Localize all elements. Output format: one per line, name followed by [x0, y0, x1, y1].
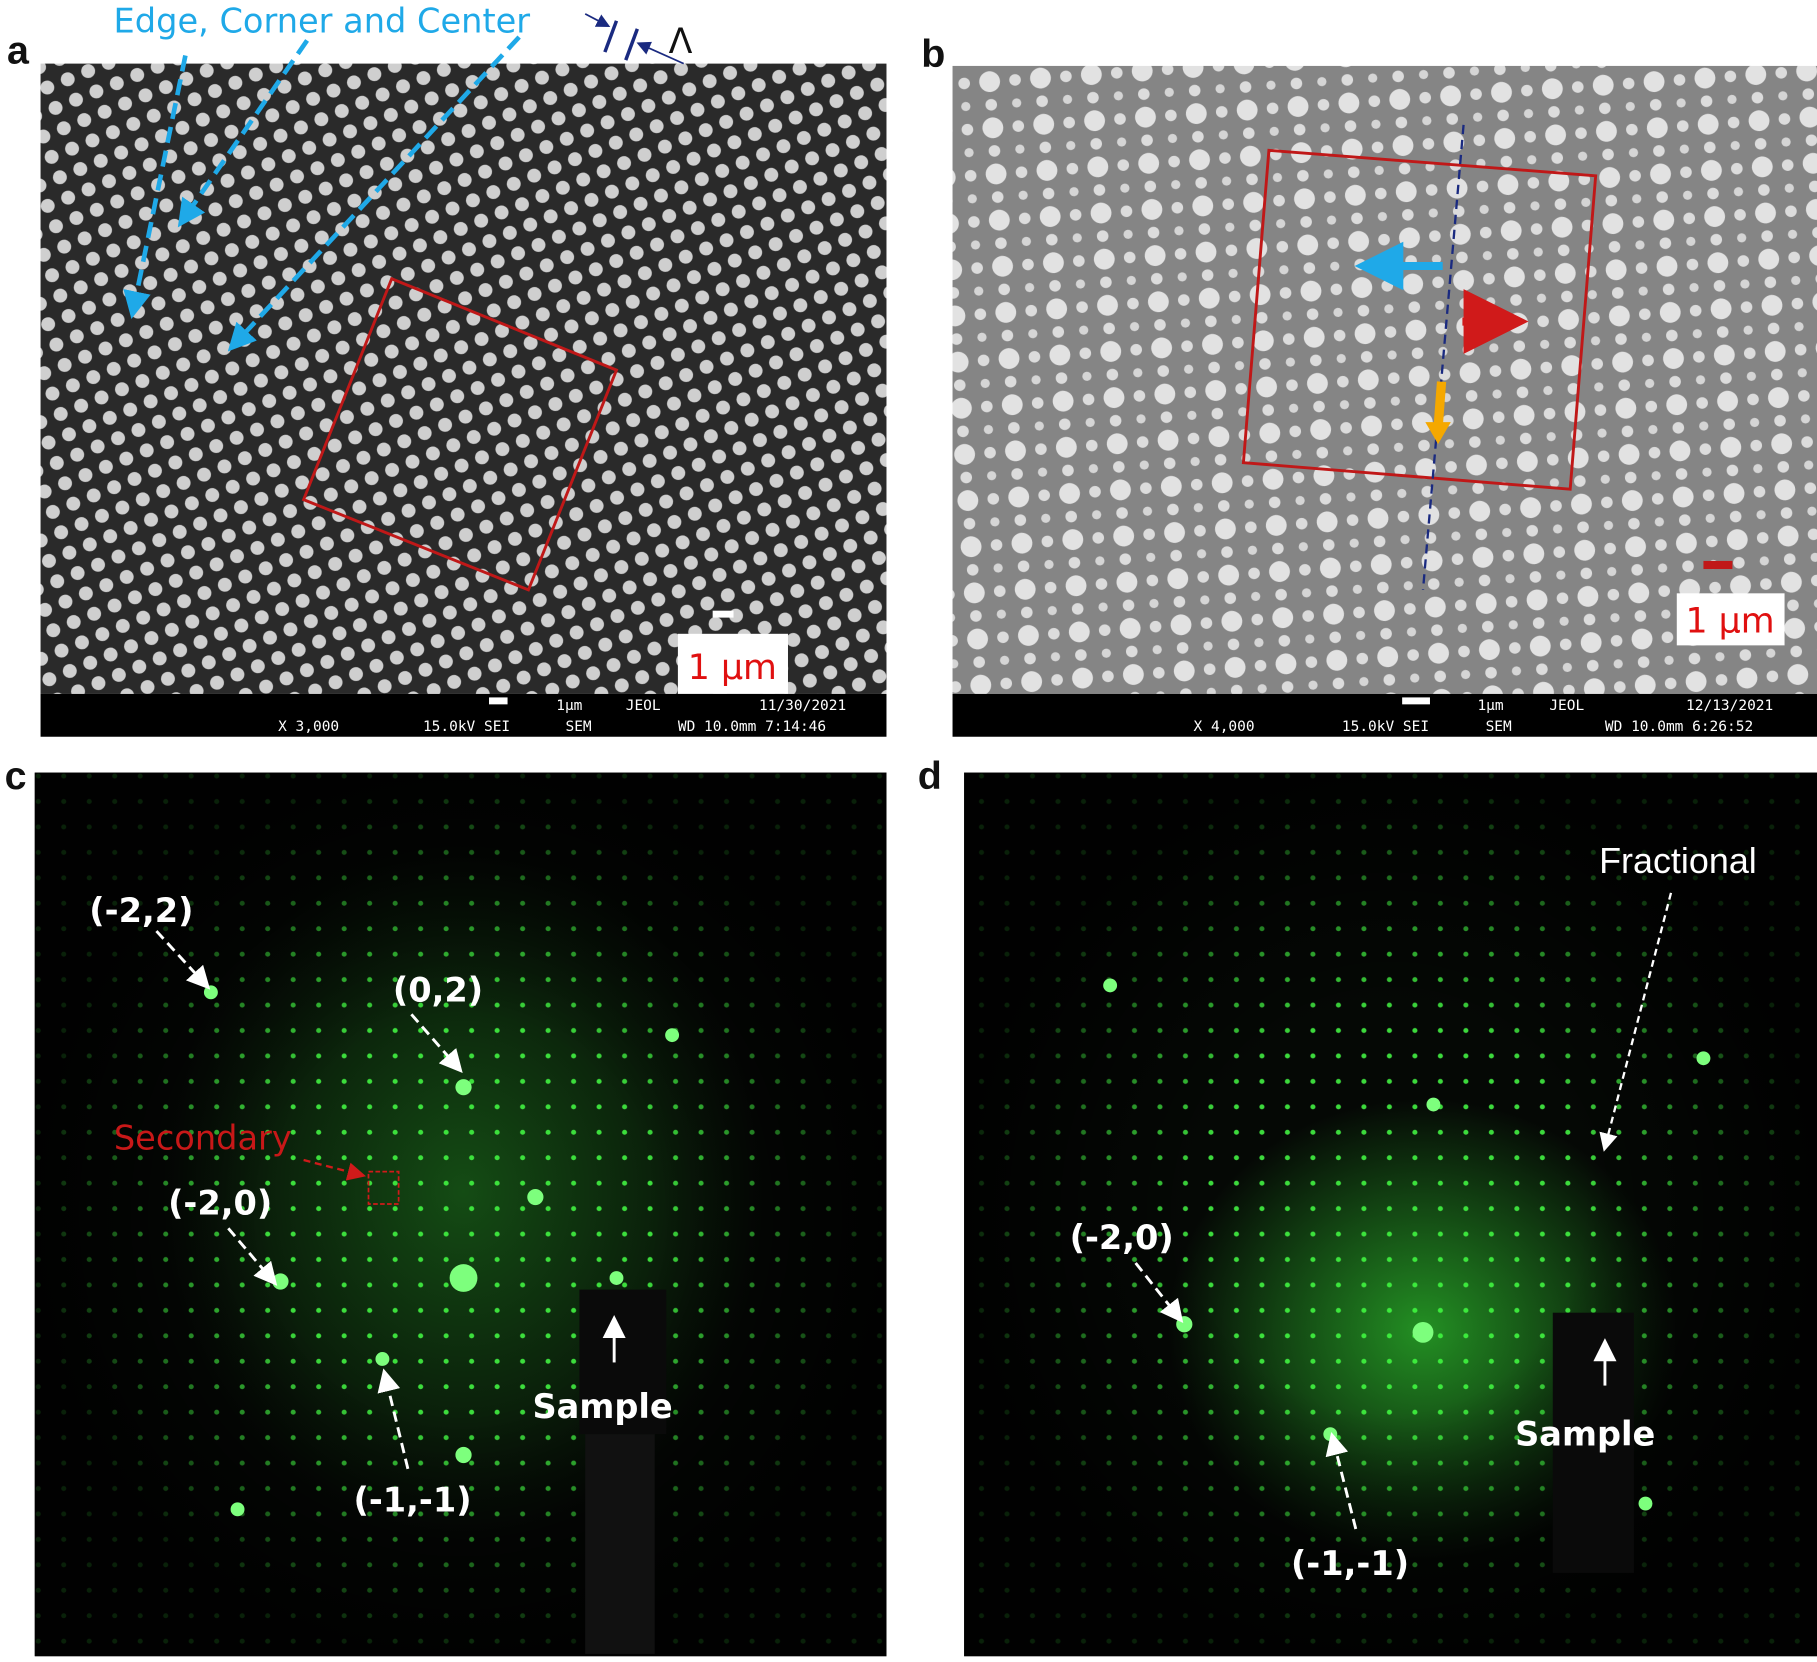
order-label: (-1,-1)	[1291, 1544, 1409, 1583]
spot	[1638, 1496, 1653, 1511]
spot	[1696, 1051, 1711, 1066]
vignette	[34, 772, 887, 1657]
order-label: (-2,2)	[89, 891, 193, 930]
secondary-label: Secondary	[114, 1119, 292, 1158]
scale-box	[677, 633, 788, 694]
info-text: JEOL	[1549, 698, 1584, 714]
annotation: Edge, Corner and Center	[114, 1, 531, 40]
order-label: (-1,-1)	[353, 1481, 471, 1520]
arrow	[636, 41, 685, 65]
arrow	[584, 13, 611, 28]
panel-label: d	[918, 754, 942, 798]
scale-box	[1676, 593, 1785, 646]
arrow	[155, 930, 211, 990]
info-text: 15.0kV SEI	[423, 719, 510, 735]
order-label: (-2,0)	[168, 1183, 272, 1222]
info-scale-bar	[489, 697, 508, 705]
sample-holder	[579, 1289, 667, 1435]
bright-spots	[203, 985, 680, 1517]
info-text: WD 10.0mm 6:26:52	[1605, 719, 1753, 735]
sample-label: Sample	[532, 1387, 672, 1426]
spot	[230, 1502, 245, 1517]
order-label: (-2,0)	[1070, 1218, 1174, 1257]
arrow	[1134, 1262, 1184, 1324]
spot	[455, 1079, 472, 1096]
order-label: (0,2)	[393, 971, 483, 1010]
sem-image	[40, 63, 887, 694]
secondary-box	[367, 1170, 400, 1205]
arrow	[177, 39, 309, 228]
annotation-arrows	[155, 930, 626, 1470]
info-bar	[952, 693, 1817, 737]
annotation: Fractional	[1599, 841, 1757, 881]
info-text: 11/30/2021	[759, 698, 846, 714]
sample-post	[585, 1434, 655, 1654]
sample-label: Sample	[1515, 1415, 1655, 1454]
region-box	[1241, 148, 1598, 491]
axis-line	[1421, 124, 1465, 590]
spot	[272, 1273, 289, 1290]
arrow-head	[1425, 422, 1451, 445]
arrow	[410, 1013, 463, 1074]
tick	[624, 28, 639, 61]
region-box	[301, 276, 619, 592]
spot	[527, 1188, 544, 1206]
info-bar	[40, 693, 887, 737]
spot	[1323, 1427, 1338, 1442]
info-text: 1μm	[556, 698, 582, 714]
spot	[1426, 1097, 1441, 1112]
spot	[375, 1352, 390, 1366]
sample-holder	[1552, 1312, 1634, 1573]
spot	[665, 1028, 680, 1043]
arrow	[303, 1158, 367, 1181]
sem-image	[952, 65, 1817, 694]
panel-d: d Fractional (-2,0) (-1,-1) Sample	[918, 754, 1817, 1657]
info-text: X 4,000	[1194, 719, 1255, 735]
panel-label: b	[921, 32, 945, 76]
arrow	[1599, 892, 1673, 1152]
arrow	[123, 55, 188, 320]
spot	[203, 985, 218, 1000]
info-text: 15.0kV SEI	[1342, 719, 1429, 735]
panel-label: c	[5, 754, 27, 798]
annotation-arrows	[123, 35, 521, 352]
scale-bar	[1703, 560, 1733, 570]
tick	[603, 20, 619, 53]
panel-b: b 1 μm 1μm JEOL 12/13/2021 X 4,000 15.0k…	[921, 32, 1817, 737]
spot	[1103, 978, 1118, 993]
period-marker	[584, 13, 685, 65]
arrow	[227, 1227, 278, 1286]
annotation-arrows	[1134, 892, 1673, 1530]
arrow	[227, 35, 521, 352]
panel-a: a Edge, Corner and Center Λ 1 μm 1μm JEO…	[7, 1, 887, 737]
info-text: 1μm	[1477, 698, 1503, 714]
spot	[455, 1446, 472, 1464]
spot	[1412, 1321, 1434, 1343]
info-text: 12/13/2021	[1686, 698, 1773, 714]
info-text: JEOL	[626, 698, 661, 714]
panel-label: a	[7, 29, 30, 73]
info-text: SEM	[1486, 719, 1512, 735]
arrow	[1433, 381, 1447, 429]
scale-bar	[712, 610, 734, 618]
arrow	[377, 1368, 410, 1470]
spot	[609, 1271, 624, 1285]
info-text: X 3,000	[278, 719, 339, 735]
info-text: WD 10.0mm 7:14:46	[678, 719, 826, 735]
scale-label: 1 μm	[1686, 602, 1775, 642]
panel-c: c (-2,2) (0,2) Secondary	[5, 754, 887, 1657]
symbol: Λ	[669, 22, 693, 62]
info-text: SEM	[565, 719, 591, 735]
scale-label: 1 μm	[688, 648, 777, 688]
info-scale-bar	[1402, 697, 1430, 705]
vignette	[964, 772, 1817, 1657]
spot	[449, 1264, 478, 1292]
